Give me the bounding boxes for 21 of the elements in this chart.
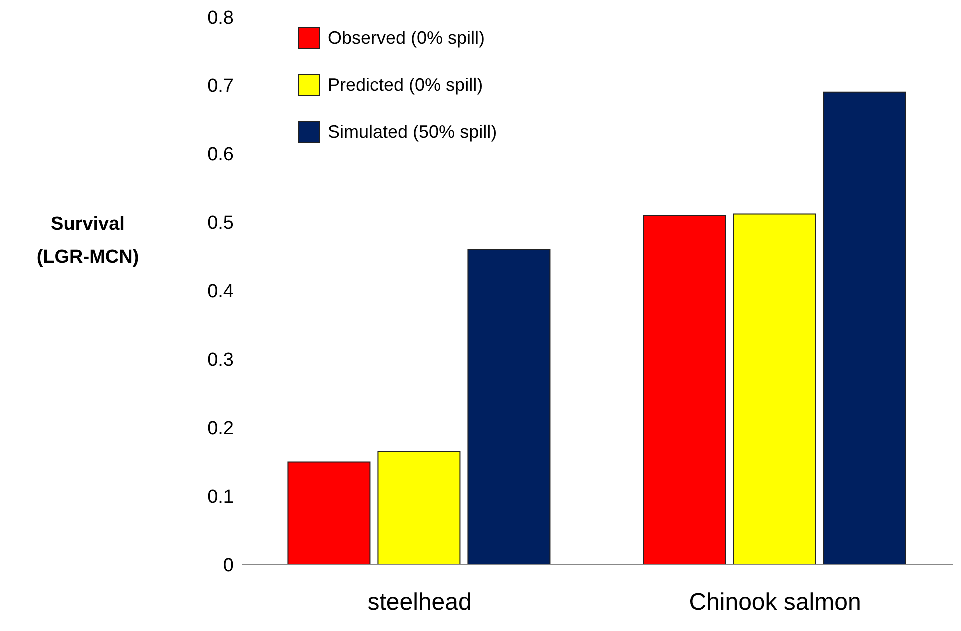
- x-tick-label: Chinook salmon: [689, 589, 862, 616]
- y-tick-label: 0.6: [208, 144, 234, 166]
- y-tick-label: 0.7: [208, 76, 234, 98]
- bar: [468, 249, 551, 565]
- bar: [823, 92, 906, 565]
- x-tick-label: steelhead: [368, 589, 472, 616]
- y-tick-label: 0.2: [208, 418, 234, 440]
- legend-label: Observed (0% spill): [328, 28, 486, 48]
- bar: [643, 215, 726, 565]
- y-tick-label: 0.1: [208, 487, 234, 508]
- bar: [733, 214, 816, 565]
- y-tick-label: 0.5: [208, 213, 234, 234]
- y-tick-label: 0.3: [208, 350, 234, 372]
- bar: [288, 462, 371, 565]
- bar: [378, 451, 461, 565]
- legend-label: Predicted (0% spill): [328, 74, 484, 96]
- legend-label: Simulated (50% spill): [328, 122, 498, 142]
- y-tick-label: 0: [223, 556, 234, 577]
- y-axis-title: Survival (LGR-MCN): [36, 213, 140, 270]
- y-tick-label: 0.8: [208, 8, 234, 29]
- y-tick-label: 0.4: [208, 282, 234, 303]
